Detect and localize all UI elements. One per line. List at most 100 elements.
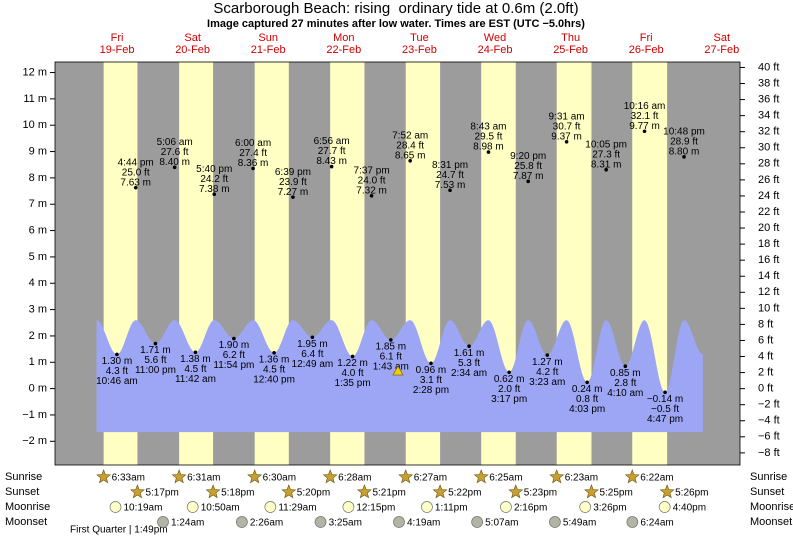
sunset-time: 5:23pm	[524, 488, 557, 499]
chart-title: Scarborough Beach: rising ordinary tide …	[213, 0, 578, 17]
row-label-right: Sunset	[750, 486, 784, 498]
date-label: 27-Feb	[704, 44, 739, 56]
moonset-time: 4:19am	[407, 518, 440, 529]
tide-label: 10:46 am	[96, 376, 138, 387]
y2-tick-label: −4 ft	[758, 415, 780, 427]
tide-label: 7.63 m	[120, 177, 151, 188]
tide-point	[389, 338, 393, 342]
tide-label: 27.7 ft	[318, 146, 346, 157]
tide-point	[115, 352, 119, 357]
y-tick-label: 4 m	[29, 277, 47, 289]
date-label: 21-Feb	[251, 44, 286, 56]
day-label: Sat	[184, 32, 201, 44]
tide-label: 1.90 m	[219, 340, 250, 351]
tide-label: 30.7 ft	[553, 121, 581, 132]
tide-point	[682, 155, 686, 159]
tide-label: 6.4 ft	[301, 349, 323, 360]
date-label: 19-Feb	[100, 44, 135, 56]
sunrise-time: 6:33am	[112, 473, 145, 484]
date-label: 26-Feb	[629, 44, 664, 56]
tide-label: 11:42 am	[175, 374, 216, 385]
tide-point	[545, 353, 550, 357]
sun-icon	[322, 469, 338, 484]
tide-label: 6:00 am	[235, 138, 271, 149]
moon-icon	[264, 501, 277, 513]
tide-label: 24.2 ft	[200, 174, 228, 185]
y-tick-label: 6 m	[29, 224, 47, 236]
y2-tick-label: 4 ft	[758, 350, 773, 362]
tide-point	[291, 195, 295, 199]
tide-label: 6:39 pm	[275, 167, 311, 178]
moon-icon	[658, 501, 671, 513]
tide-label: 1.30 m	[102, 356, 133, 367]
tide-point	[350, 354, 355, 359]
y2-tick-label: 30 ft	[758, 142, 779, 154]
moon-icon	[626, 516, 639, 528]
y-tick-label: 11 m	[23, 93, 47, 105]
tide-label: 27.4 ft	[239, 148, 267, 159]
y2-tick-label: 40 ft	[758, 61, 779, 73]
tide-label: 10:05 pm	[585, 139, 627, 150]
sun-icon	[508, 484, 524, 499]
sunset-time: 5:18pm	[221, 488, 254, 499]
tide-point	[172, 165, 177, 170]
tide-label: 10:16 am	[624, 101, 666, 112]
tide-label: 9.37 m	[551, 131, 582, 142]
y2-tick-label: 8 ft	[758, 318, 773, 330]
tide-label: −0.5 ft	[651, 404, 679, 415]
date-label: 20-Feb	[175, 44, 210, 56]
y2-tick-label: 14 ft	[758, 270, 779, 282]
tide-label: 5:06 am	[157, 137, 193, 148]
moon-icon	[500, 501, 512, 513]
sun-icon	[398, 469, 414, 484]
tide-point	[133, 185, 138, 190]
y2-tick-label: 22 ft	[758, 206, 779, 218]
sunrise-time: 6:22am	[640, 473, 673, 484]
tide-label: 1:43 am	[373, 362, 409, 373]
tide-point	[585, 380, 589, 385]
sun-icon	[584, 484, 599, 499]
y2-tick-label: 38 ft	[758, 77, 779, 89]
y2-tick-label: 0 ft	[758, 383, 773, 395]
moon-icon	[109, 501, 122, 513]
tide-label: 4.5 ft	[263, 364, 285, 375]
day-label: Thu	[561, 32, 580, 44]
y2-tick-label: 20 ft	[758, 222, 779, 234]
y2-tick-label: 10 ft	[758, 302, 779, 314]
y2-tick-label: 34 ft	[758, 110, 779, 122]
tide-label: 4:10 am	[607, 388, 643, 399]
day-label: Wed	[484, 32, 506, 44]
moon-icon	[471, 516, 483, 528]
tide-label: 8.31 m	[591, 159, 622, 170]
water	[96, 320, 703, 433]
tide-label: 8.80 m	[669, 146, 700, 157]
tide-label: 5:40 pm	[196, 164, 232, 175]
tide-point	[193, 350, 198, 355]
tide-label: 27.6 ft	[161, 147, 189, 158]
day-label: Tue	[410, 32, 429, 44]
y2-tick-label: 24 ft	[758, 190, 779, 202]
tide-label: 24.7 ft	[436, 170, 464, 181]
tide-label: 7.32 m	[356, 185, 387, 196]
date-label: 22-Feb	[326, 44, 361, 56]
row-label-right: Moonset	[750, 516, 792, 528]
y2-tick-label: 2 ft	[758, 366, 773, 378]
sunrise-time: 6:31am	[187, 473, 220, 484]
y-tick-label: 1 m	[29, 356, 47, 368]
tide-label: 7.87 m	[513, 171, 544, 182]
tide-label: 11:00 pm	[135, 365, 176, 376]
tide-label: 1.38 m	[180, 354, 211, 365]
moonrise-time: 10:50am	[201, 503, 240, 514]
moon-icon	[314, 516, 327, 528]
tide-label: 23.9 ft	[279, 177, 307, 188]
y-tick-label: 12 m	[23, 66, 47, 78]
tide-label: 8.43 m	[316, 156, 347, 167]
moonrise-time: 10:19am	[123, 503, 162, 514]
sun-icon	[247, 469, 263, 484]
date-label: 23-Feb	[402, 44, 437, 56]
date-label: 24-Feb	[478, 44, 513, 56]
y2-tick-label: 12 ft	[758, 286, 779, 298]
moonrise-time: 4:40pm	[673, 503, 706, 514]
moonset-time: 6:24am	[640, 518, 673, 529]
y-tick-label: 0 m	[29, 383, 47, 395]
